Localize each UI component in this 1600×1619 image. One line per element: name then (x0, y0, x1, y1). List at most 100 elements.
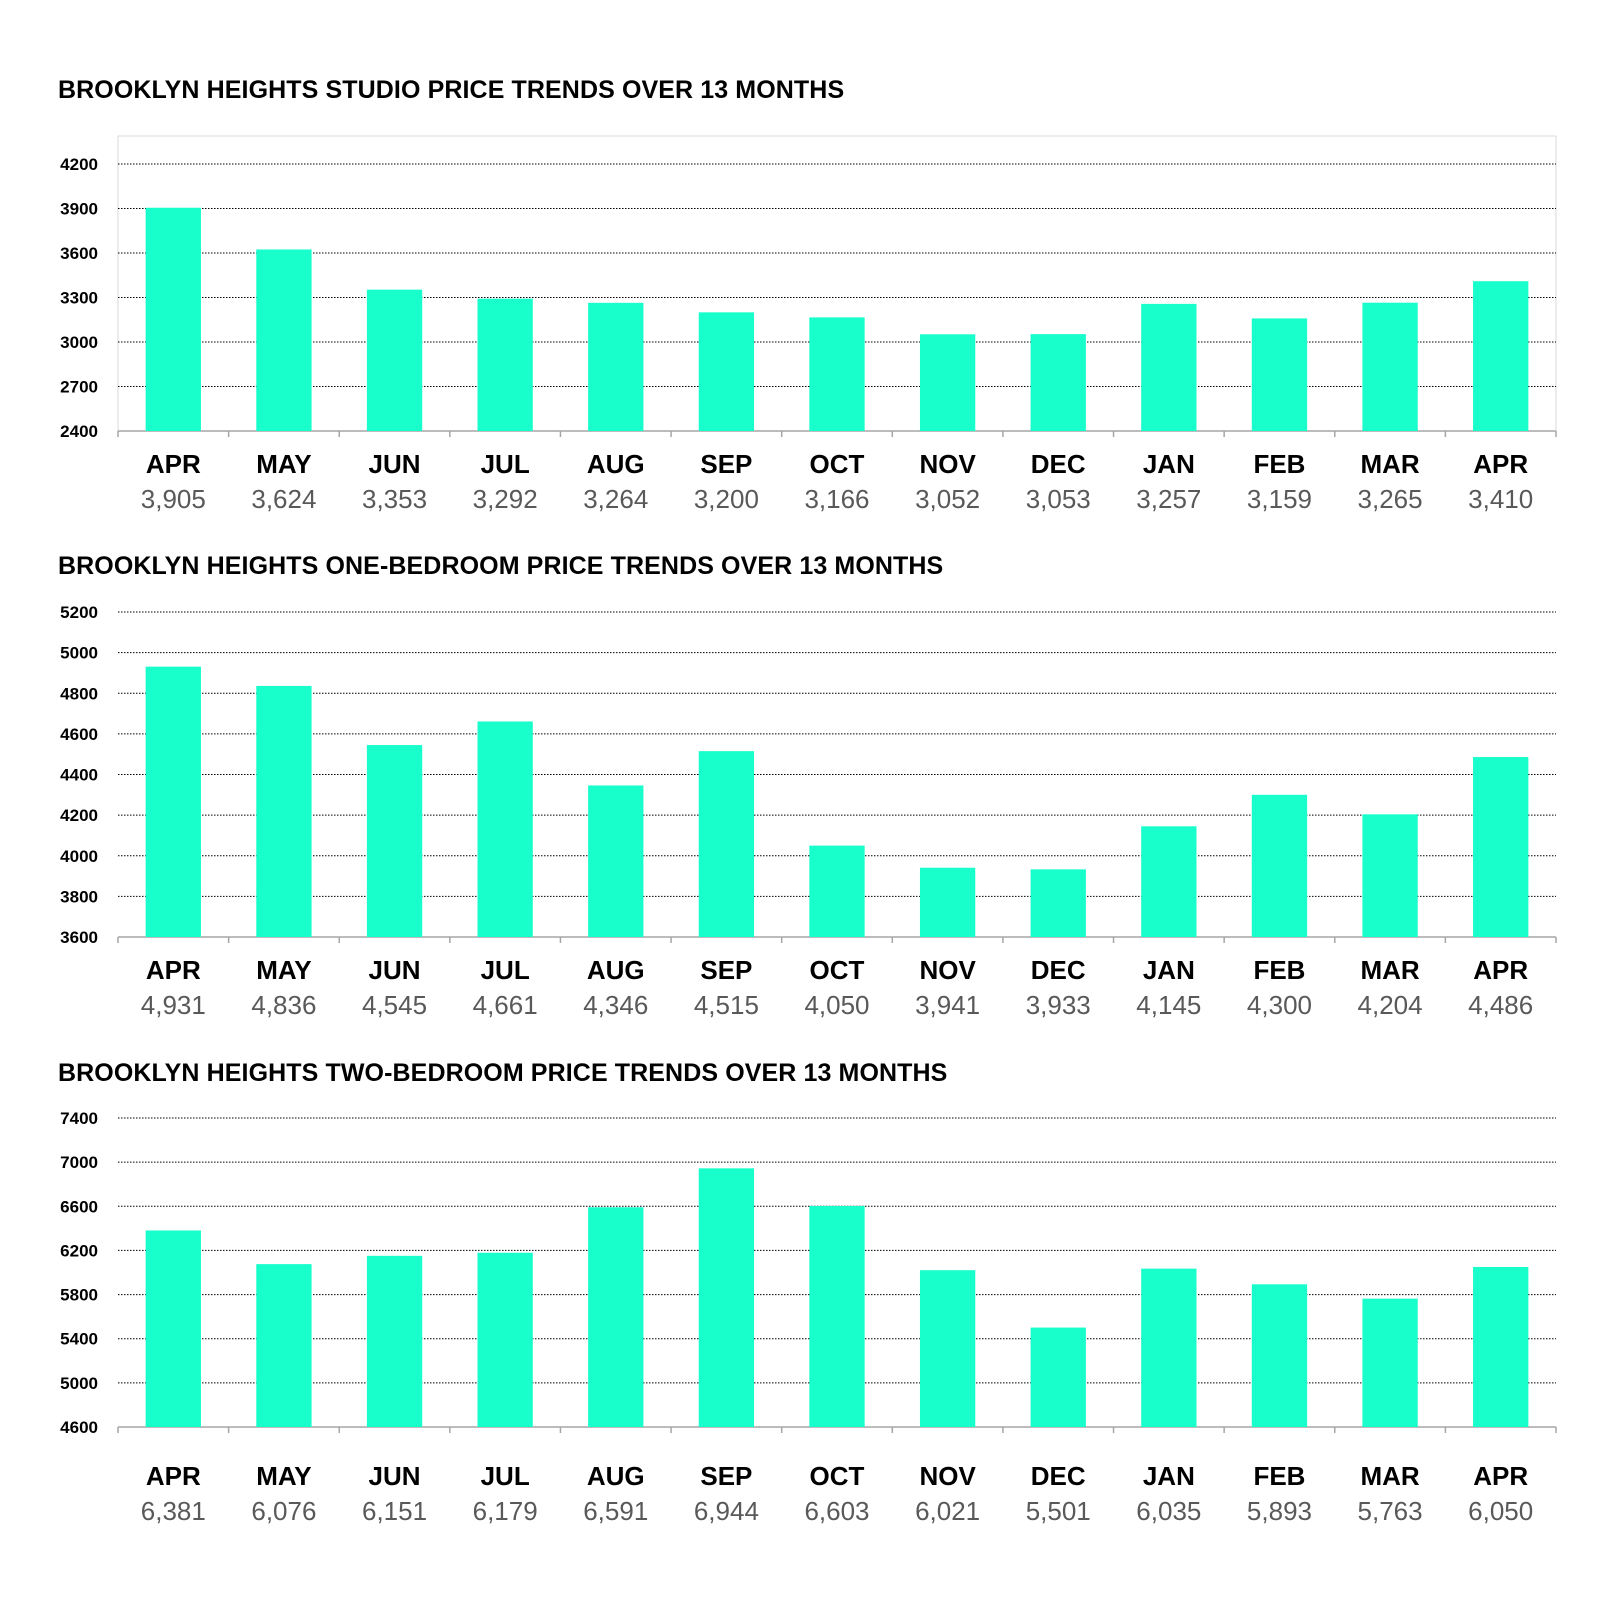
data-label: 4,515 (694, 990, 759, 1020)
bar (1473, 1266, 1529, 1427)
bar (366, 745, 423, 937)
chart-title: BROOKLYN HEIGHTS TWO-BEDROOM PRICE TREND… (58, 1059, 948, 1087)
y-tick-label: 4600 (60, 725, 98, 744)
data-label: 3,166 (804, 484, 869, 514)
x-tick-label: JUL (481, 449, 530, 479)
data-label: 6,179 (473, 1496, 538, 1526)
data-label: 6,603 (804, 1496, 869, 1526)
x-tick-label: OCT (810, 449, 865, 479)
y-tick-label: 2400 (60, 422, 98, 441)
data-label: 4,545 (362, 990, 427, 1020)
x-tick-label: OCT (810, 955, 865, 985)
data-label: 4,300 (1247, 990, 1312, 1020)
x-tick-label: JUL (481, 955, 530, 985)
x-tick-label: APR (146, 1461, 201, 1491)
bar (809, 845, 865, 937)
y-tick-label: 3600 (60, 928, 98, 947)
y-tick-label: 2700 (60, 378, 98, 397)
data-label: 4,836 (251, 990, 316, 1020)
y-tick-label: 4800 (60, 684, 98, 703)
bar (588, 302, 644, 431)
bar (1362, 1298, 1418, 1427)
bar (919, 1270, 976, 1427)
data-label: 5,893 (1247, 1496, 1312, 1526)
x-tick-label: NOV (919, 449, 976, 479)
data-label: 4,204 (1358, 990, 1423, 1020)
x-tick-label: JAN (1143, 1461, 1195, 1491)
x-tick-label: SEP (700, 955, 752, 985)
x-tick-label: JUN (369, 1461, 421, 1491)
data-label: 6,021 (915, 1496, 980, 1526)
x-tick-label: JUN (369, 955, 421, 985)
y-tick-label: 3800 (60, 887, 98, 906)
x-tick-label: FEB (1253, 449, 1305, 479)
bar (477, 721, 533, 937)
x-tick-label: MAY (256, 449, 311, 479)
y-tick-label: 5400 (60, 1330, 98, 1349)
bar (698, 751, 755, 937)
data-label: 3,410 (1468, 484, 1533, 514)
bar (1473, 757, 1529, 937)
bar (919, 867, 976, 937)
data-label: 3,053 (1026, 484, 1091, 514)
bar (698, 312, 755, 431)
x-tick-label: APR (1473, 449, 1528, 479)
x-tick-label: MAR (1360, 955, 1419, 985)
data-label: 6,591 (583, 1496, 648, 1526)
x-tick-label: MAY (256, 1461, 311, 1491)
x-tick-label: FEB (1253, 1461, 1305, 1491)
bar (1362, 814, 1418, 937)
data-label: 5,763 (1358, 1496, 1423, 1526)
y-tick-label: 3000 (60, 333, 98, 352)
data-label: 3,933 (1026, 990, 1091, 1020)
y-tick-label: 4600 (60, 1418, 98, 1437)
data-label: 5,501 (1026, 1496, 1091, 1526)
bar (809, 317, 865, 431)
x-tick-label: DEC (1031, 449, 1086, 479)
data-label: 3,941 (915, 990, 980, 1020)
data-label: 4,486 (1468, 990, 1533, 1020)
data-label: 3,292 (473, 484, 538, 514)
data-label: 4,931 (141, 990, 206, 1020)
y-tick-label: 3300 (60, 289, 98, 308)
y-tick-label: 4200 (60, 155, 98, 174)
data-label: 3,257 (1136, 484, 1201, 514)
bar (145, 207, 201, 431)
x-tick-label: AUG (587, 955, 645, 985)
bar (366, 289, 423, 431)
bar (145, 666, 201, 937)
y-tick-label: 4400 (60, 766, 98, 785)
y-tick-label: 5800 (60, 1286, 98, 1305)
data-label: 3,159 (1247, 484, 1312, 514)
y-tick-label: 5000 (60, 644, 98, 663)
bar (366, 1255, 423, 1427)
bar (256, 685, 312, 937)
bar (477, 1252, 533, 1427)
data-label: 6,944 (694, 1496, 759, 1526)
bar (1141, 1268, 1197, 1427)
x-tick-label: JAN (1143, 955, 1195, 985)
data-label: 3,624 (251, 484, 316, 514)
data-label: 3,905 (141, 484, 206, 514)
x-tick-label: AUG (587, 449, 645, 479)
bar (145, 1230, 201, 1427)
data-label: 6,381 (141, 1496, 206, 1526)
bar (1251, 1284, 1308, 1427)
bar (256, 249, 312, 431)
bar (1473, 281, 1529, 431)
bar (1030, 869, 1086, 937)
bar (809, 1205, 865, 1427)
y-tick-label: 5000 (60, 1374, 98, 1393)
x-tick-label: NOV (919, 1461, 976, 1491)
y-tick-label: 7000 (60, 1153, 98, 1172)
x-tick-label: FEB (1253, 955, 1305, 985)
data-label: 3,265 (1358, 484, 1423, 514)
data-label: 4,145 (1136, 990, 1201, 1020)
data-label: 4,050 (804, 990, 869, 1020)
data-label: 3,200 (694, 484, 759, 514)
x-tick-label: SEP (700, 449, 752, 479)
bar (1251, 318, 1308, 431)
